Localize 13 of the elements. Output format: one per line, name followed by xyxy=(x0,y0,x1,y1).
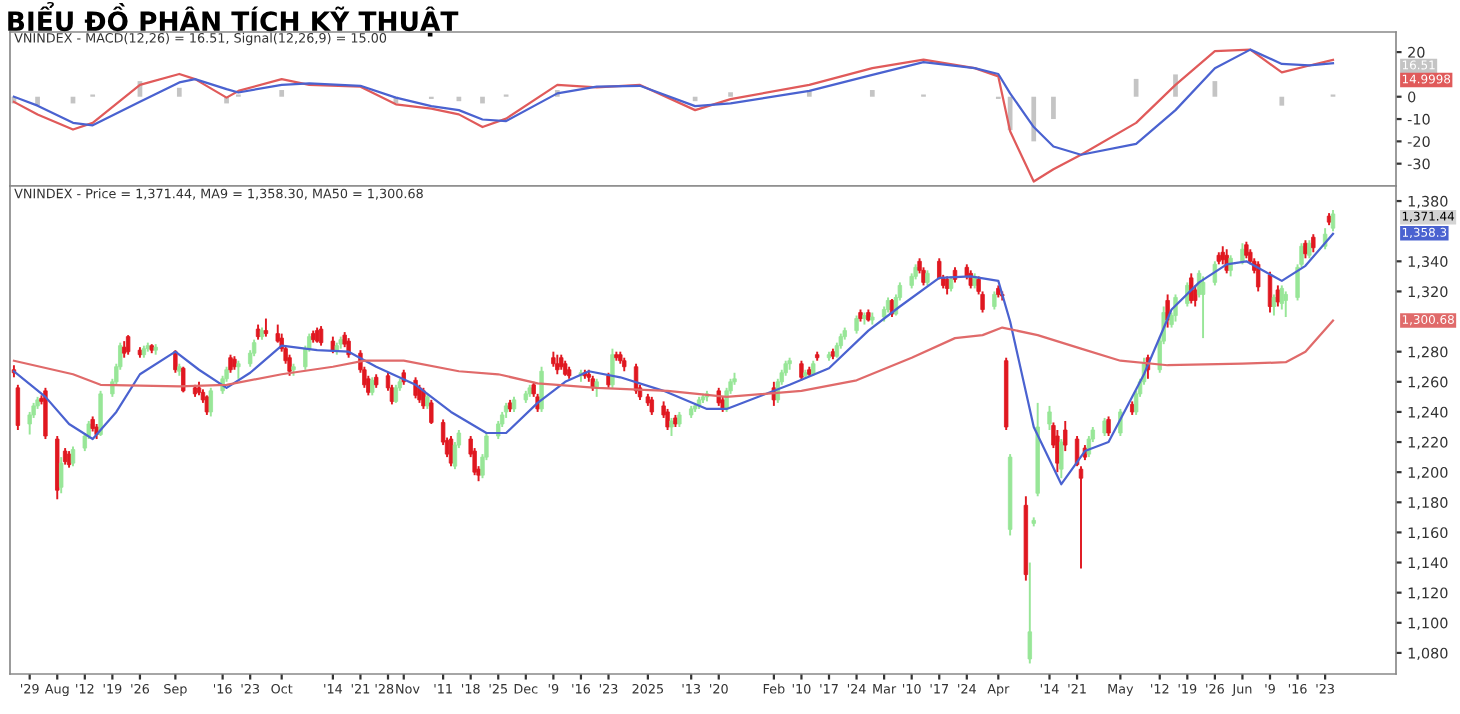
bar xyxy=(1031,96,1037,142)
bar xyxy=(279,90,285,97)
candlestick xyxy=(669,416,674,437)
candlestick xyxy=(1047,404,1052,431)
bar xyxy=(480,96,485,104)
line-series xyxy=(12,232,1335,486)
bar xyxy=(1051,96,1056,120)
line-series xyxy=(12,48,1335,156)
bar xyxy=(176,87,182,97)
bar xyxy=(869,90,875,97)
candlestick xyxy=(870,311,875,326)
line-series xyxy=(12,48,1335,183)
bar xyxy=(1279,96,1285,106)
